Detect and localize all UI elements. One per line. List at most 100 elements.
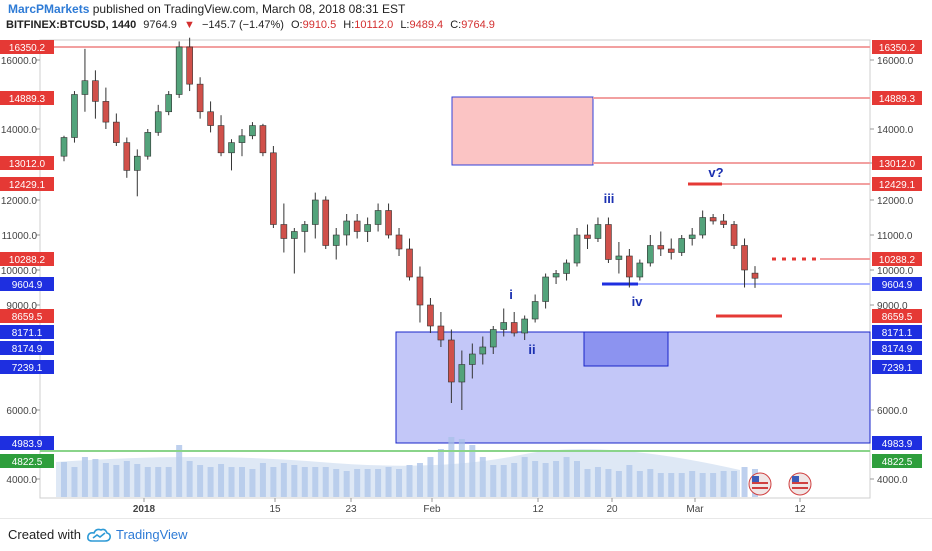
candle-body [479,346,487,355]
x-tick-label: 15 [269,504,281,515]
author-name[interactable]: MarcPMarkets [8,2,90,16]
candle-body [165,94,172,113]
us-flag-event-icon [752,487,768,489]
price-tag-left: 12429.1 [9,180,46,191]
volume-bar [312,467,319,497]
y-tick-label-left: 9000.0 [6,301,37,312]
volume-bar [343,471,350,497]
price-chart[interactable]: iiiiiiivv?16000.016000.014000.014000.013… [0,0,932,518]
price-tag-left: 8171.1 [12,328,43,339]
price-tag-left-bg [0,454,54,468]
volume-bar [469,445,476,497]
candle-body [395,234,403,250]
candle-body [636,262,644,278]
published-text: published on TradingView.com, March 08, … [92,2,406,16]
volume-bar [437,449,444,497]
y-tick-label-left: 10000.0 [1,266,38,277]
volume-bar [720,471,727,497]
volume-bar [385,467,392,497]
volume-bar [134,464,141,497]
volume-bar [427,457,434,497]
price-tag-left-bg [0,436,54,450]
x-tick-label: 23 [345,504,357,515]
y-tick-label-left: 11000.0 [2,231,38,242]
candle-body [510,322,518,334]
volume-bar [364,469,371,497]
volume-bar [741,467,748,497]
volume-bar [155,467,162,497]
price-tag-left-bg [0,252,54,266]
price-tag-right: 10288.2 [879,255,916,266]
candle-body [332,234,340,246]
price-tag-right-bg [872,325,922,339]
volume-bar [416,463,423,497]
candle-body [228,142,235,154]
price-tag-right: 8174.9 [882,344,913,355]
candle-body [584,234,591,239]
volume-bar [165,467,172,497]
candle-body [322,199,330,246]
volume-bar [636,471,643,497]
y-tick-label-left: 14000.0 [1,125,38,136]
volume-bar [710,473,717,497]
price-tag-right: 12429.1 [879,180,916,191]
candle-body [238,135,246,143]
candle-body [60,137,68,157]
volume-bar [354,469,361,497]
candle-body [573,234,581,264]
volume-bar [594,467,601,497]
candle-body [657,245,665,250]
candle-body [678,238,686,253]
wave-label: v? [708,165,723,180]
candle-body [291,231,298,239]
volume-bar [553,461,560,497]
volume-bar [61,462,67,497]
volume-bar [626,465,633,497]
price-tag-left: 14889.3 [9,94,46,105]
last-price: 9764.9 [143,19,177,31]
price-tag-left-bg [0,309,54,323]
price-tag-right-bg [872,91,922,105]
price-tag-left-bg [0,40,54,54]
wave-label: iii [604,191,615,206]
wave-label: ii [528,342,535,357]
candle-body [280,224,288,239]
candle-body [416,276,424,306]
price-tag-left-bg [0,325,54,339]
volume-bar [574,461,581,497]
volume-bar [563,457,570,497]
candle-body [552,273,560,278]
us-flag-event-icon [752,476,759,482]
volume-bar [479,457,486,497]
candle-body [667,248,675,253]
price-tag-right: 8659.5 [882,312,913,323]
y-tick-label-right: 9000.0 [877,301,908,312]
candle-body [353,220,361,232]
volume-bar [113,465,120,497]
x-tick-label: 20 [606,504,618,515]
us-flag-event-icon [792,476,799,482]
volume-bar [605,469,612,497]
tradingview-cloud-icon [87,528,111,542]
candle-body [615,255,623,260]
price-tag-left: 16350.2 [9,43,46,54]
us-flag-event-icon [792,482,808,484]
candle-body [730,224,738,246]
volume-bar [176,445,183,497]
volume-bar [678,473,685,497]
symbol-info-bar: BITFINEX:BTCUSD, 1440 9764.9 ▼ −145.7 (−… [6,19,499,33]
candle-body [123,142,131,171]
candle-body [688,234,696,239]
candle-body [81,80,89,95]
candle-body [259,125,267,154]
price-tag-right: 14889.3 [879,94,916,105]
candle-body [364,224,371,232]
volume-bar [207,467,214,497]
candle-body [437,325,445,341]
candle-body [207,111,214,126]
price-change: −145.7 (−1.47%) [201,19,284,31]
volume-bar [699,473,706,497]
symbol-label[interactable]: BITFINEX:BTCUSD, 1440 [6,19,137,31]
tradingview-brand-link[interactable]: TradingView [116,527,188,542]
candle-body [521,318,528,334]
